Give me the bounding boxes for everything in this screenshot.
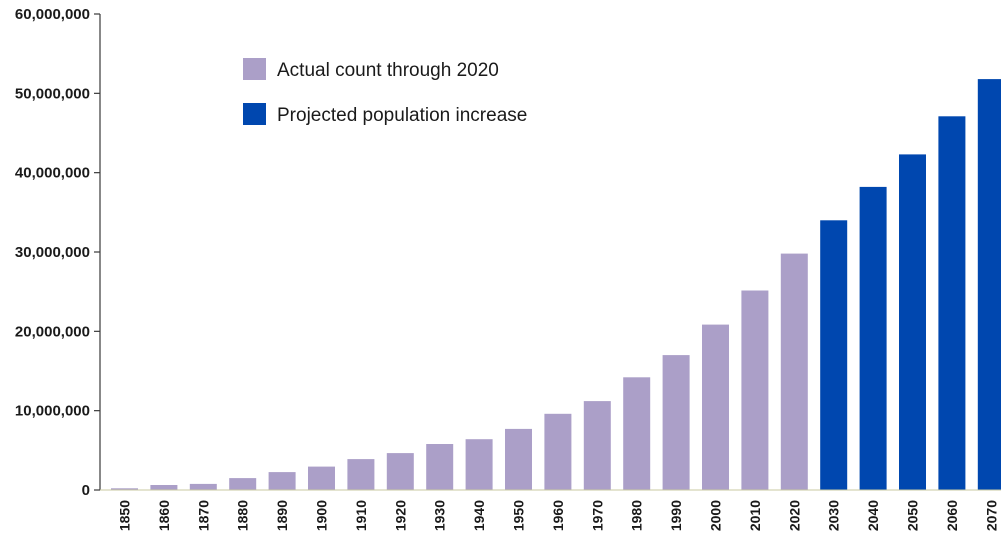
x-tick-label: 1910 — [353, 500, 369, 531]
bar-1970 — [583, 401, 611, 490]
bar-1940 — [465, 439, 493, 490]
bar-1900 — [308, 466, 335, 490]
x-tick-label: 1850 — [117, 500, 133, 531]
x-tick-label: 1880 — [235, 500, 251, 531]
bar-1870 — [189, 483, 217, 490]
x-tick-label: 2010 — [747, 500, 763, 531]
x-tick-label: 2030 — [826, 500, 842, 531]
bar-1860 — [150, 485, 178, 490]
bar-2050 — [899, 154, 926, 490]
legend: Actual count through 2020 Projected popul… — [243, 58, 527, 126]
x-tick-label: 1920 — [392, 500, 408, 531]
x-tick-label: 1960 — [550, 500, 566, 531]
bar-2070 — [977, 79, 1001, 490]
bar-1910 — [347, 459, 375, 490]
y-tick-label: 50,000,000 — [15, 85, 90, 102]
y-tick-label: 10,000,000 — [15, 403, 90, 420]
bar-2030 — [820, 220, 848, 491]
y-tick-label: 30,000,000 — [15, 244, 90, 261]
bar-1980 — [623, 377, 651, 490]
x-tick-label: 1990 — [668, 500, 684, 531]
bar-2010 — [741, 290, 769, 490]
x-tick-label: 2040 — [865, 500, 881, 531]
x-tick-label: 2070 — [983, 500, 999, 531]
bars — [111, 79, 1001, 491]
bar-1990 — [662, 355, 690, 490]
legend-swatch — [243, 58, 266, 80]
x-tick-label: 2000 — [708, 500, 724, 531]
x-tick-label: 1870 — [195, 500, 211, 531]
y-tick-label: 20,000,000 — [15, 323, 90, 340]
x-tick-label: 1860 — [156, 500, 172, 531]
y-tick-label: 0 — [82, 482, 90, 499]
bar-1880 — [229, 478, 257, 490]
bar-2000 — [702, 324, 729, 490]
y-tick-label: 60,000,000 — [15, 6, 90, 23]
bar-1960 — [544, 413, 572, 490]
bar-1930 — [426, 444, 454, 490]
x-tick-label: 1930 — [432, 500, 448, 531]
legend-label: Actual count through 2020 — [277, 60, 499, 81]
bar-1890 — [268, 472, 296, 490]
x-tick-label: 1970 — [589, 500, 605, 531]
x-tick-label: 1940 — [471, 500, 487, 531]
x-tick-label: 2050 — [905, 500, 921, 531]
x-axis: 1850 1860 1870 1880 1890 1900 1910 1920 1930 1940… — [100, 489, 1001, 531]
bar-2060 — [938, 116, 966, 491]
legend-swatch — [243, 103, 266, 125]
x-tick-label: 1980 — [629, 500, 645, 531]
bar-1920 — [386, 453, 414, 490]
bar-2040 — [859, 186, 887, 490]
x-tick-label: 1900 — [314, 500, 330, 531]
legend-label: Projected population increase — [277, 105, 527, 126]
x-tick-label: 2060 — [944, 500, 960, 531]
x-tick-label: 2020 — [786, 500, 802, 531]
y-tick-label: 40,000,000 — [15, 165, 90, 182]
y-axis: 0 10,000,000 20,000,000 30,000,000 40,000,00… — [15, 6, 101, 499]
bar-1850 — [111, 488, 138, 490]
x-tick-label: 1890 — [274, 500, 290, 531]
bar-2020 — [780, 253, 808, 490]
x-tick-label: 1950 — [511, 500, 527, 531]
bar-1950 — [505, 428, 532, 490]
